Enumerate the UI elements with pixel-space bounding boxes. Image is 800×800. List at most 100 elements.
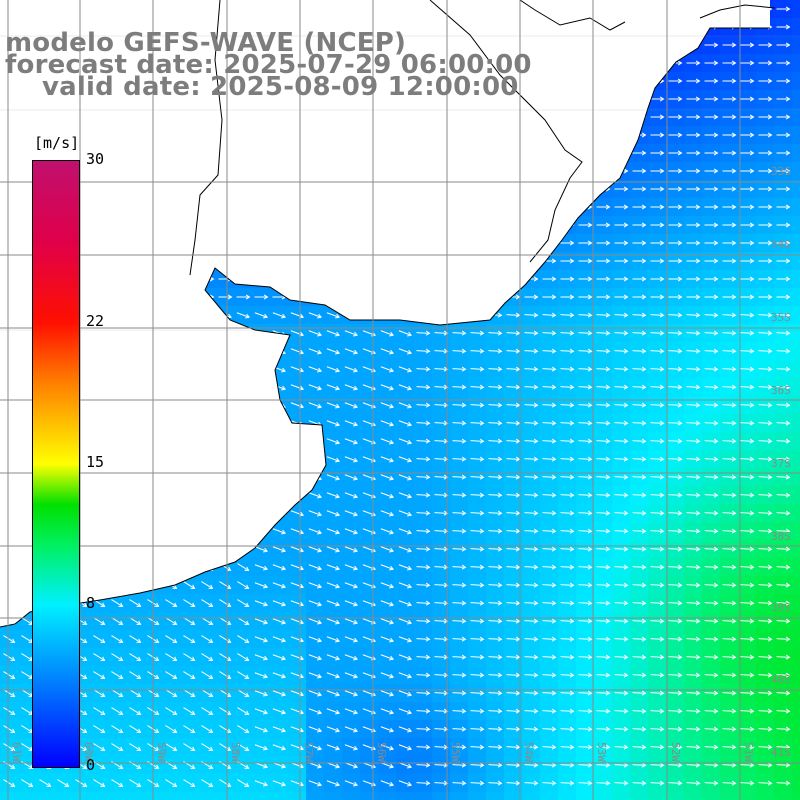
speed-cell <box>792 54 800 73</box>
speed-cell <box>792 90 800 109</box>
speed-cell <box>792 738 800 757</box>
wind-arrow <box>740 60 755 66</box>
wind-arrow <box>776 24 791 30</box>
speed-cell <box>468 792 487 800</box>
speed-cell <box>792 414 800 433</box>
longitude-label: 57W <box>302 742 315 762</box>
speed-cell <box>630 792 649 800</box>
longitude-label: 55W <box>449 742 462 762</box>
speed-cell <box>342 792 361 800</box>
valid-date: valid date: 2025-08-09 12:00:00 <box>42 72 519 102</box>
speed-cell <box>54 792 73 800</box>
speed-cell <box>414 792 433 800</box>
longitude-label: 54W <box>522 742 535 762</box>
colorbar-tick-label: 8 <box>86 594 96 613</box>
speed-cell <box>756 792 775 800</box>
speed-cell <box>648 792 667 800</box>
speed-cell <box>792 702 800 721</box>
speed-cell <box>792 180 800 199</box>
wind-arrow <box>668 78 683 84</box>
latitude-label: 34S <box>771 238 791 251</box>
speed-cell <box>792 342 800 361</box>
longitude-label: 52W <box>669 742 682 762</box>
speed-cell <box>198 792 217 800</box>
longitude-label: 53W <box>595 742 608 762</box>
speed-cell <box>792 486 800 505</box>
speed-cell <box>576 792 595 800</box>
wind-arrow <box>776 78 791 84</box>
speed-cell <box>792 612 800 631</box>
speed-cell <box>270 792 289 800</box>
wind-arrow <box>776 6 791 12</box>
speed-cell <box>792 522 800 541</box>
wind-arrow <box>722 60 737 66</box>
latitude-label: 39S <box>771 601 791 614</box>
speed-cell <box>792 288 800 307</box>
speed-cell <box>792 36 800 55</box>
speed-cell <box>558 792 577 800</box>
colorbar-tick-label: 30 <box>86 150 105 168</box>
speed-cell <box>792 72 800 91</box>
speed-cell <box>72 792 91 800</box>
speed-cell <box>792 432 800 451</box>
speed-cell <box>792 252 800 271</box>
speed-cell <box>324 792 343 800</box>
colorbar <box>32 160 80 768</box>
latitude-label: 40S <box>771 673 791 686</box>
speed-cell <box>792 468 800 487</box>
wind-arrow <box>686 78 701 84</box>
speed-cell <box>720 792 739 800</box>
speed-cell <box>792 576 800 595</box>
speed-cell <box>306 792 325 800</box>
latitude-label: 38S <box>771 530 791 543</box>
speed-cell <box>522 792 541 800</box>
speed-cell <box>0 792 19 800</box>
speed-cell <box>792 360 800 379</box>
speed-cell <box>702 792 721 800</box>
speed-cell <box>162 792 181 800</box>
speed-cell <box>792 306 800 325</box>
wind-arrow <box>776 42 791 48</box>
wind-arrow <box>758 60 773 66</box>
wind-arrow <box>776 60 791 66</box>
speed-cell <box>792 666 800 685</box>
speed-cell <box>792 216 800 235</box>
speed-cell <box>792 504 800 523</box>
speed-cell <box>594 792 613 800</box>
speed-cell <box>684 792 703 800</box>
speed-cell <box>612 792 631 800</box>
speed-cell <box>792 324 800 343</box>
speed-cell <box>774 792 793 800</box>
speed-cell <box>792 720 800 739</box>
latitude-label: 35S <box>771 311 791 324</box>
longitude-label: 59W <box>155 742 168 762</box>
longitude-label: 61W <box>10 742 23 762</box>
wind-arrow <box>704 60 719 66</box>
speed-cell <box>90 792 109 800</box>
speed-cell <box>108 792 127 800</box>
longitude-label: 58W <box>229 742 242 762</box>
speed-cell <box>792 558 800 577</box>
longitude-label: 51W <box>742 742 755 762</box>
colorbar-tick-label: 0 <box>86 756 96 774</box>
wind-arrow <box>740 78 755 84</box>
wind-arrow <box>704 42 719 48</box>
wind-arrow <box>686 60 701 66</box>
speed-cell <box>792 108 800 127</box>
speed-cell <box>792 756 800 775</box>
speed-cell <box>792 594 800 613</box>
speed-cell <box>792 126 800 145</box>
speed-cell <box>792 162 800 181</box>
speed-cell <box>738 792 757 800</box>
speed-cell <box>792 18 800 37</box>
speed-cell <box>216 792 235 800</box>
longitude-label: 56W <box>375 742 388 762</box>
latitude-label: 37S <box>771 457 791 470</box>
speed-cell <box>126 792 145 800</box>
speed-cell <box>432 792 451 800</box>
speed-cell <box>378 792 397 800</box>
speed-cell <box>792 684 800 703</box>
wind-arrow <box>740 42 755 48</box>
